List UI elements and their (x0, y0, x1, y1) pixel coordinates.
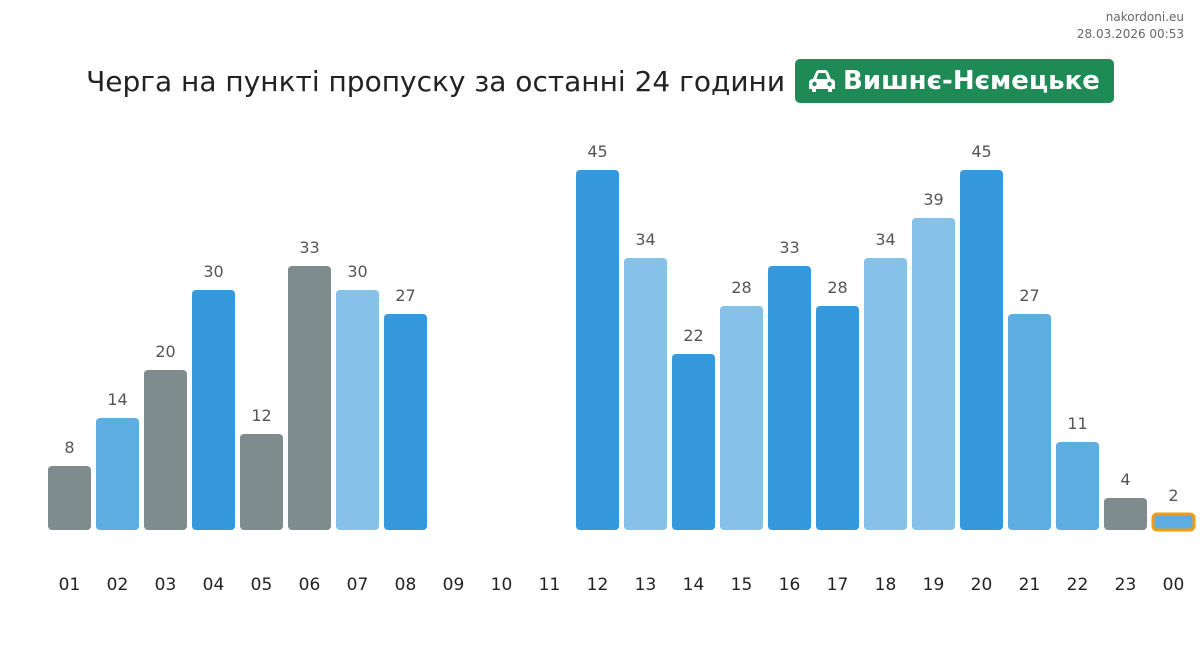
bar-05 (240, 434, 283, 530)
bar-value-04: 30 (203, 262, 223, 281)
bar-16 (768, 266, 811, 530)
x-tick-22: 22 (1067, 575, 1089, 595)
bar-00 (1151, 512, 1196, 532)
bar-21 (1008, 314, 1051, 530)
x-tick-10: 10 (491, 575, 513, 595)
bar-value-08: 27 (395, 286, 415, 305)
bar-12 (576, 170, 619, 530)
title-row: Черга на пункті пропуску за останні 24 г… (0, 58, 1200, 104)
page-title: Черга на пункті пропуску за останні 24 г… (86, 64, 786, 98)
bar-value-15: 28 (731, 278, 751, 297)
bar-value-22: 11 (1067, 414, 1087, 433)
car-icon (807, 68, 837, 94)
bar-value-14: 22 (683, 326, 703, 345)
x-tick-08: 08 (395, 575, 417, 595)
bar-value-03: 20 (155, 342, 175, 361)
bar-17 (816, 306, 859, 530)
x-tick-14: 14 (683, 575, 705, 595)
x-tick-06: 06 (299, 575, 321, 595)
bar-value-01: 8 (64, 438, 74, 457)
bar-14 (672, 354, 715, 530)
x-tick-23: 23 (1115, 575, 1137, 595)
bar-value-21: 27 (1019, 286, 1039, 305)
bar-value-12: 45 (587, 142, 607, 161)
x-tick-12: 12 (587, 575, 609, 595)
x-tick-01: 01 (59, 575, 81, 595)
x-tick-03: 03 (155, 575, 177, 595)
bar-value-05: 12 (251, 406, 271, 425)
x-tick-13: 13 (635, 575, 657, 595)
bar-13 (624, 258, 667, 530)
bar-value-18: 34 (875, 230, 895, 249)
x-tick-20: 20 (971, 575, 993, 595)
bar-03 (144, 370, 187, 530)
x-tick-18: 18 (875, 575, 897, 595)
meta-info: nakordoni.eu 28.03.2026 00:53 (1077, 9, 1184, 43)
bar-value-23: 4 (1120, 470, 1130, 489)
x-tick-19: 19 (923, 575, 945, 595)
bar-01 (48, 466, 91, 530)
checkpoint-badge: Вишнє-Нємецьке (795, 59, 1114, 103)
x-tick-05: 05 (251, 575, 273, 595)
bar-value-20: 45 (971, 142, 991, 161)
x-tick-15: 15 (731, 575, 753, 595)
bar-08 (384, 314, 427, 530)
x-tick-16: 16 (779, 575, 801, 595)
x-tick-11: 11 (539, 575, 561, 595)
bar-18 (864, 258, 907, 530)
bar-20 (960, 170, 1003, 530)
bar-value-06: 33 (299, 238, 319, 257)
bar-04 (192, 290, 235, 530)
bar-07 (336, 290, 379, 530)
bar-value-07: 30 (347, 262, 367, 281)
bar-value-00: 2 (1168, 486, 1178, 505)
checkpoint-name: Вишнє-Нємецьке (843, 66, 1100, 96)
x-tick-00: 00 (1163, 575, 1185, 595)
timestamp: 28.03.2026 00:53 (1076, 27, 1184, 41)
bar-23 (1104, 498, 1147, 530)
bar-value-17: 28 (827, 278, 847, 297)
bar-22 (1056, 442, 1099, 530)
x-tick-02: 02 (107, 575, 129, 595)
x-tick-07: 07 (347, 575, 369, 595)
bar-value-19: 39 (923, 190, 943, 209)
bar-06 (288, 266, 331, 530)
x-tick-04: 04 (203, 575, 225, 595)
bar-value-02: 14 (107, 390, 127, 409)
site-name: nakordoni.eu (1105, 10, 1184, 24)
x-tick-21: 21 (1019, 575, 1041, 595)
bar-02 (96, 418, 139, 530)
bar-19 (912, 218, 955, 530)
x-tick-09: 09 (443, 575, 465, 595)
bar-value-16: 33 (779, 238, 799, 257)
bar-15 (720, 306, 763, 530)
x-tick-17: 17 (827, 575, 849, 595)
bar-value-13: 34 (635, 230, 655, 249)
